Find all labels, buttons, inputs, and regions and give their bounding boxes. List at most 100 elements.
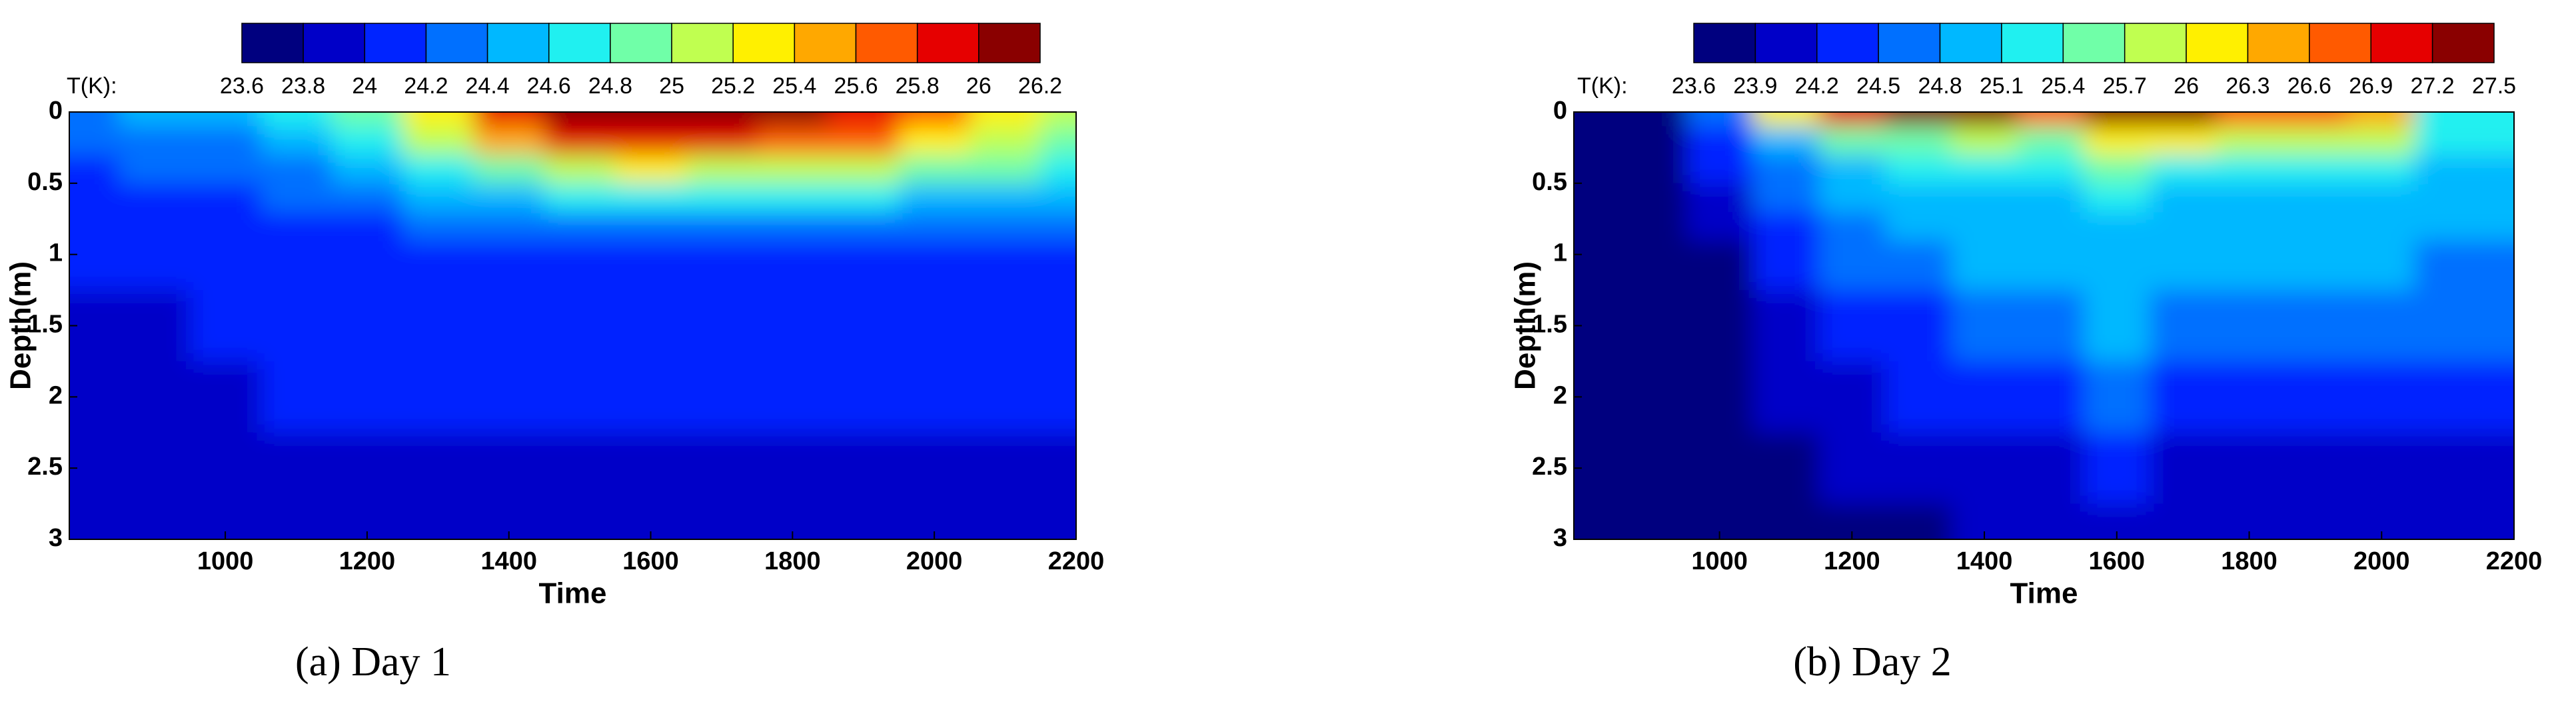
heat-cell: [1040, 503, 1076, 539]
heat-cell: [686, 503, 758, 539]
heat-cell: [757, 112, 829, 127]
heat-cell: [1040, 155, 1076, 184]
colorbar-bin: [1754, 23, 1818, 63]
heat-cell: [1040, 361, 1076, 433]
heat-cell: [1752, 240, 1820, 291]
colorbar-label: 24.8: [1918, 73, 1962, 99]
heat-cell: [1040, 211, 1076, 241]
colorbar-bin: [2370, 23, 2433, 63]
heat-cell: [2414, 112, 2482, 127]
heat-cell: [331, 155, 404, 184]
heat-cell: [544, 183, 616, 213]
heat-cell: [2017, 432, 2085, 505]
heat-cell: [2348, 290, 2415, 362]
colorbar-label: 25.8: [896, 73, 940, 99]
x-tick-label: 2000: [906, 547, 963, 575]
heat-cell: [1574, 155, 1621, 184]
heat-cell: [69, 211, 120, 241]
heat-cell: [828, 211, 900, 241]
heat-cell: [261, 183, 332, 213]
heat-cell: [686, 432, 758, 505]
heat-cell: [261, 290, 332, 362]
heat-cell: [119, 155, 191, 184]
colorbar-bin: [2431, 23, 2495, 63]
heat-cell: [2348, 183, 2415, 213]
x-tick-label: 1400: [1956, 547, 2013, 575]
heat-cell: [2017, 503, 2085, 539]
heat-cell: [2017, 155, 2085, 184]
heat-cell: [1951, 240, 2018, 291]
heat-cell: [2282, 112, 2349, 127]
heat-cell: [402, 240, 474, 291]
heat-cell: [119, 240, 191, 291]
x-axis-label: Time: [2010, 577, 2078, 610]
colorbar-bin: [548, 23, 611, 63]
colorbar-bin: [425, 23, 488, 63]
heat-cell: [473, 211, 545, 241]
heat-cell: [189, 432, 262, 505]
heat-cell: [2481, 112, 2514, 127]
heat-cell: [757, 361, 829, 433]
heat-cell: [686, 155, 758, 184]
x-tick-label: 1600: [2089, 547, 2146, 575]
colorbar-label: 23.6: [1672, 73, 1716, 99]
heat-cell: [402, 503, 474, 539]
heat-cell: [2414, 432, 2482, 505]
heat-cell: [69, 126, 120, 156]
heat-cell: [1752, 211, 1820, 241]
heat-cell: [1620, 155, 1687, 184]
heat-cell: [1620, 126, 1687, 156]
heat-cell: [1574, 183, 1621, 213]
heat-cell: [1951, 361, 2018, 433]
heat-cell: [473, 155, 545, 184]
x-tick-label: 1600: [622, 547, 679, 575]
heat-cell: [1686, 361, 1754, 433]
heat-cell: [402, 290, 474, 362]
heat-cell: [1885, 183, 1952, 213]
y-tick-label: 0.5: [27, 168, 63, 196]
heat-cell: [2084, 290, 2151, 362]
heat-cell: [686, 126, 758, 156]
colorbar-bin: [303, 23, 366, 63]
heat-cell: [402, 432, 474, 505]
heat-cell: [1686, 112, 1754, 127]
heat-cell: [2150, 240, 2217, 291]
heat-cell: [757, 211, 829, 241]
heat-cell: [757, 126, 829, 156]
colorbar-bin: [794, 23, 857, 63]
heat-cell: [757, 183, 829, 213]
heat-cell: [1574, 503, 1621, 539]
y-tick-label: 1: [49, 239, 63, 267]
heat-cell: [544, 112, 616, 127]
heat-cell: [69, 503, 120, 539]
colorbar-bin: [241, 23, 304, 63]
heat-cell: [1620, 183, 1687, 213]
heat-cell: [2017, 126, 2085, 156]
heat-cell: [828, 155, 900, 184]
y-tick-label: 2.5: [27, 453, 63, 481]
heatmap: [1574, 112, 2514, 539]
heat-cell: [757, 290, 829, 362]
heat-cell: [1686, 290, 1754, 362]
heat-cell: [828, 290, 900, 362]
heat-cell: [2481, 240, 2514, 291]
heat-cell: [2017, 211, 2085, 241]
heat-cell: [686, 290, 758, 362]
colorbar-label: 26: [2174, 73, 2199, 99]
heat-cell: [2017, 361, 2085, 433]
heat-cell: [1620, 211, 1687, 241]
heat-cell: [2084, 112, 2151, 127]
heat-cell: [615, 240, 687, 291]
heat-cell: [473, 361, 545, 433]
colorbar-label: 26.9: [2349, 73, 2393, 99]
heat-cell: [2481, 211, 2514, 241]
heat-cell: [2481, 361, 2514, 433]
heat-cell: [828, 112, 900, 127]
heat-cell: [969, 211, 1041, 241]
heat-cell: [969, 432, 1041, 505]
x-tick-label: 2000: [2353, 547, 2410, 575]
heat-cell: [615, 155, 687, 184]
heat-cell: [2414, 290, 2482, 362]
heat-cell: [1620, 361, 1687, 433]
